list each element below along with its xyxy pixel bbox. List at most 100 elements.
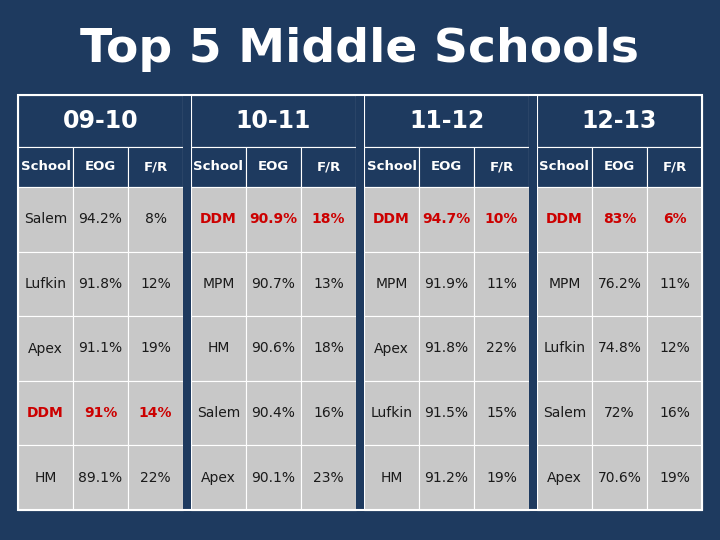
Bar — [191, 147, 246, 187]
Bar — [18, 95, 702, 510]
Text: 91.2%: 91.2% — [425, 471, 469, 485]
Bar — [419, 252, 474, 316]
Text: Salem: Salem — [197, 406, 240, 420]
Bar — [356, 95, 364, 510]
Text: 74.8%: 74.8% — [598, 341, 642, 355]
Bar — [647, 316, 702, 381]
Bar — [647, 187, 702, 252]
Bar — [246, 187, 301, 252]
Text: Apex: Apex — [374, 341, 409, 355]
Bar — [73, 446, 128, 510]
Text: Apex: Apex — [28, 341, 63, 355]
Bar — [647, 446, 702, 510]
Bar — [73, 147, 128, 187]
Text: Lufkin: Lufkin — [371, 406, 413, 420]
Bar — [474, 446, 529, 510]
Text: School: School — [539, 160, 590, 173]
Text: 16%: 16% — [313, 406, 344, 420]
Bar — [301, 381, 356, 446]
Text: 10-11: 10-11 — [236, 109, 311, 133]
Text: 16%: 16% — [659, 406, 690, 420]
Bar — [73, 252, 128, 316]
Text: 18%: 18% — [313, 341, 344, 355]
Text: 89.1%: 89.1% — [78, 471, 122, 485]
Text: 10%: 10% — [485, 212, 518, 226]
Text: 23%: 23% — [313, 471, 344, 485]
Bar — [18, 147, 73, 187]
Bar — [364, 187, 419, 252]
Bar — [474, 381, 529, 446]
Bar — [128, 252, 183, 316]
Text: Lufkin: Lufkin — [24, 277, 66, 291]
Bar — [301, 446, 356, 510]
Text: 90.1%: 90.1% — [251, 471, 295, 485]
Bar — [191, 381, 246, 446]
Text: MPM: MPM — [549, 277, 581, 291]
Bar — [301, 252, 356, 316]
Text: F/R: F/R — [316, 160, 341, 173]
Bar — [364, 316, 419, 381]
Text: School: School — [20, 160, 71, 173]
Text: F/R: F/R — [662, 160, 687, 173]
Bar — [73, 316, 128, 381]
Text: DDM: DDM — [546, 212, 583, 226]
Bar — [364, 252, 419, 316]
Text: 70.6%: 70.6% — [598, 471, 642, 485]
Bar — [647, 147, 702, 187]
Text: 8%: 8% — [145, 212, 166, 226]
Text: 90.4%: 90.4% — [251, 406, 295, 420]
Text: 76.2%: 76.2% — [598, 277, 642, 291]
Bar — [301, 147, 356, 187]
Bar — [18, 95, 183, 147]
Text: 18%: 18% — [312, 212, 346, 226]
Bar — [529, 95, 537, 510]
Bar — [364, 446, 419, 510]
Bar — [474, 252, 529, 316]
Text: DDM: DDM — [200, 212, 237, 226]
Bar — [301, 187, 356, 252]
Text: Salem: Salem — [543, 406, 586, 420]
Bar — [647, 381, 702, 446]
Bar — [592, 446, 647, 510]
Text: 09-10: 09-10 — [63, 109, 138, 133]
Bar — [537, 187, 592, 252]
Bar — [73, 381, 128, 446]
Text: 90.9%: 90.9% — [249, 212, 297, 226]
Bar — [592, 187, 647, 252]
Text: 91.5%: 91.5% — [425, 406, 469, 420]
Bar — [191, 446, 246, 510]
Text: 91%: 91% — [84, 406, 117, 420]
Text: 15%: 15% — [486, 406, 517, 420]
Text: EOG: EOG — [431, 160, 462, 173]
Text: HM: HM — [207, 341, 230, 355]
Text: 14%: 14% — [139, 406, 172, 420]
Text: 90.7%: 90.7% — [251, 277, 295, 291]
Bar — [474, 147, 529, 187]
Text: School: School — [366, 160, 416, 173]
Text: 19%: 19% — [486, 471, 517, 485]
Bar — [128, 446, 183, 510]
Bar — [191, 95, 356, 147]
Text: EOG: EOG — [85, 160, 116, 173]
Text: 90.6%: 90.6% — [251, 341, 295, 355]
Text: 83%: 83% — [603, 212, 636, 226]
Bar — [18, 316, 73, 381]
Text: 13%: 13% — [313, 277, 344, 291]
Bar — [18, 252, 73, 316]
Bar — [474, 187, 529, 252]
Bar — [364, 95, 529, 147]
Text: 11-12: 11-12 — [409, 109, 484, 133]
Bar — [537, 95, 702, 147]
Text: 11%: 11% — [659, 277, 690, 291]
Bar — [128, 187, 183, 252]
Bar — [419, 446, 474, 510]
Text: EOG: EOG — [604, 160, 635, 173]
Text: Salem: Salem — [24, 212, 67, 226]
Bar — [592, 147, 647, 187]
Bar — [128, 316, 183, 381]
Bar — [537, 147, 592, 187]
Text: HM: HM — [380, 471, 402, 485]
Text: F/R: F/R — [143, 160, 168, 173]
Text: 19%: 19% — [140, 341, 171, 355]
Text: 19%: 19% — [659, 471, 690, 485]
